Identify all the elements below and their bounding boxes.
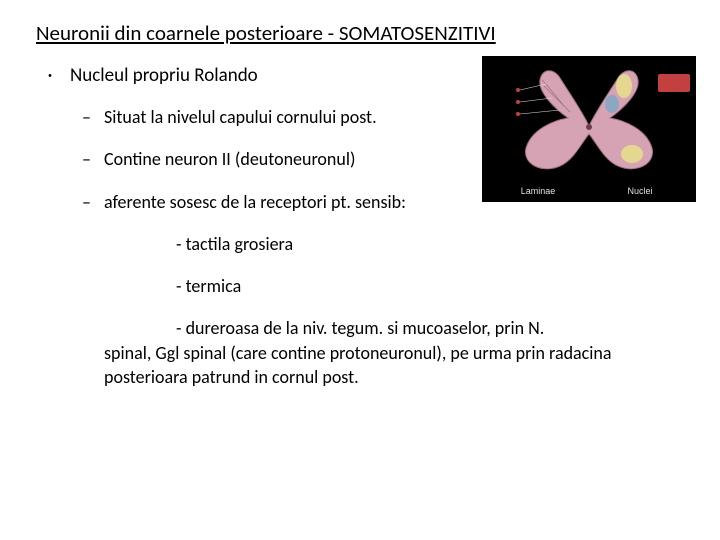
bullet-l3-3b: spinal, Ggl spinal (care contine protone… — [104, 341, 664, 390]
label-laminae: Laminae — [521, 186, 556, 196]
slide-title: Neuronii din coarnele posterioare - SOMA… — [36, 20, 684, 46]
spinal-cord-figure: Laminae Nuclei — [482, 56, 696, 202]
nucleus-yellow-2 — [621, 145, 643, 163]
bullet-l3-1: - tactila grosiera — [176, 232, 684, 256]
label-red-box — [658, 74, 690, 92]
bullet-l3-2: - termica — [176, 274, 684, 298]
nucleus-blue-1 — [605, 95, 619, 113]
marker-dot-3 — [516, 112, 520, 116]
nucleus-yellow-1 — [616, 74, 632, 98]
bullet-l3-3a: - dureroasa de la niv. tegum. si mucoase… — [176, 316, 674, 340]
spinal-cord-svg: Laminae Nuclei — [482, 56, 696, 202]
marker-dot-1 — [516, 88, 520, 92]
label-nuclei: Nuclei — [627, 186, 652, 196]
marker-dot-2 — [516, 100, 520, 104]
central-canal — [586, 124, 592, 130]
